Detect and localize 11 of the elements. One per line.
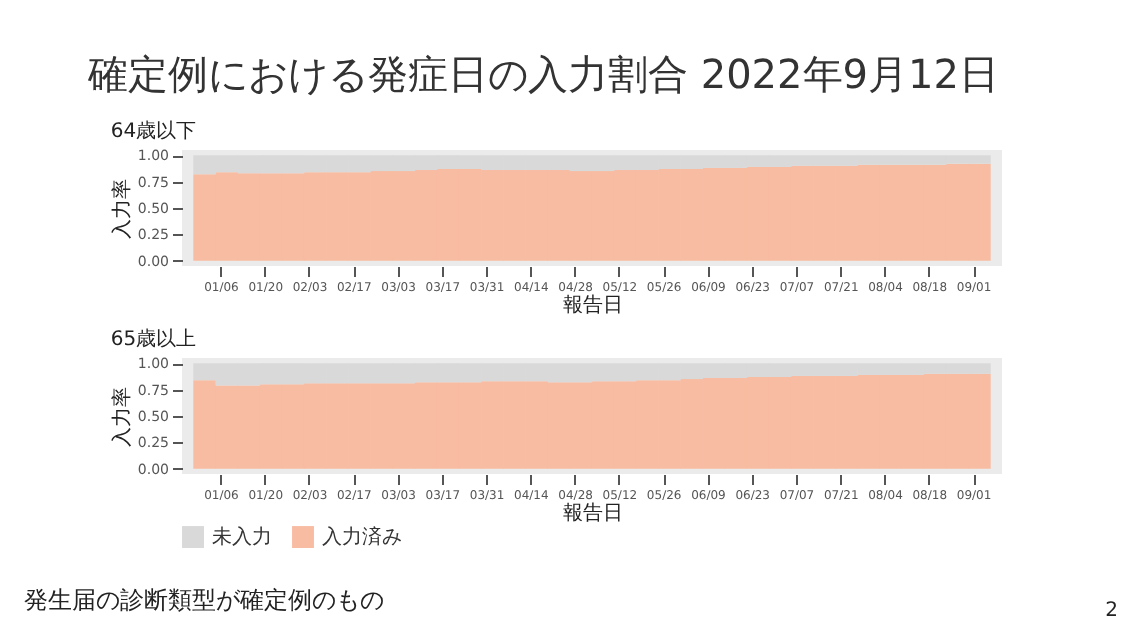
legend-label: 入力済み [322, 525, 402, 550]
legend-label: 未入力 [212, 525, 272, 550]
text: 確定例における発症日の入力割合 2022年9月12日 [88, 48, 999, 102]
text: 発生届の診断類型が確定例のもの [24, 584, 384, 618]
y-axis-title: 入力率 [109, 179, 134, 239]
chart-title: 65歳以上 [110, 327, 197, 352]
x-axis-title: 報告日 [563, 501, 623, 525]
chart-title: 64歳以下 [110, 119, 197, 144]
x-axis-title: 報告日 [563, 293, 623, 317]
text: 2 [1105, 600, 1118, 622]
y-axis-title: 入力率 [109, 387, 134, 447]
